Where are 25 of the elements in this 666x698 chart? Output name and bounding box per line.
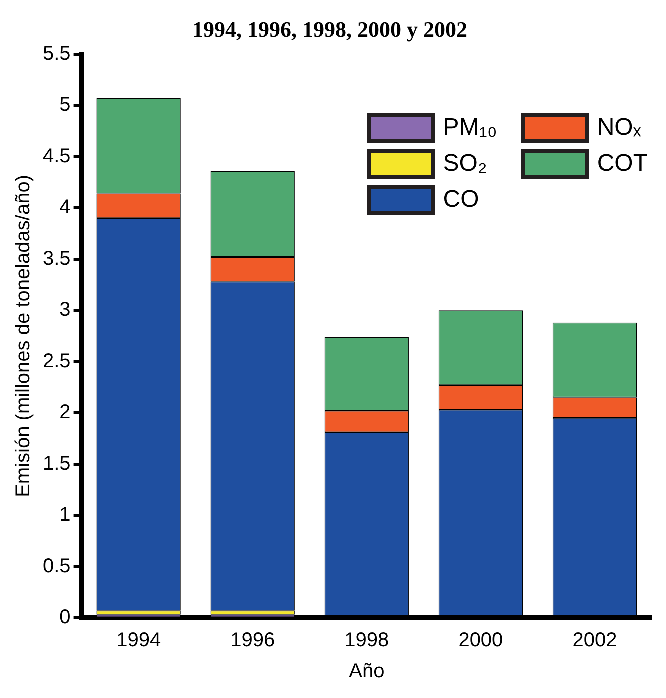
y-tick-label: 1	[60, 504, 71, 526]
y-tick-label: 4.5	[42, 145, 71, 168]
y-tick-label: 3	[60, 299, 71, 322]
y-axis-title: Emisión (millones de toneladas/año)	[12, 174, 35, 498]
x-tick-label: 1996	[230, 630, 276, 652]
x-axis-title: Año	[349, 660, 385, 683]
legend-label: COT	[597, 150, 648, 178]
y-tick-label: 3.5	[42, 248, 71, 270]
x-tick-label: 1994	[116, 630, 162, 652]
x-tick-label: 2002	[572, 630, 618, 652]
legend-label: NOₓ	[597, 114, 642, 142]
y-tick-label: 5	[60, 94, 71, 116]
y-tick-label: 5.5	[42, 42, 71, 65]
y-tick-label: 1.5	[42, 452, 71, 475]
legend-label: PM₁₀	[443, 114, 498, 142]
y-tick-label: 2.5	[42, 350, 71, 372]
x-tick-label: 2000	[458, 630, 504, 652]
chart-title: 1994, 1996, 1998, 2000 y 2002	[192, 16, 468, 42]
y-tick-label: 0.5	[42, 555, 71, 578]
legend-label: SO₂	[443, 150, 488, 178]
y-tick-label: 0	[60, 606, 71, 629]
legend-label: CO	[443, 186, 480, 214]
y-tick-label: 4	[60, 196, 71, 219]
y-tick-label: 2	[60, 402, 71, 424]
x-tick-label: 1998	[344, 630, 390, 652]
